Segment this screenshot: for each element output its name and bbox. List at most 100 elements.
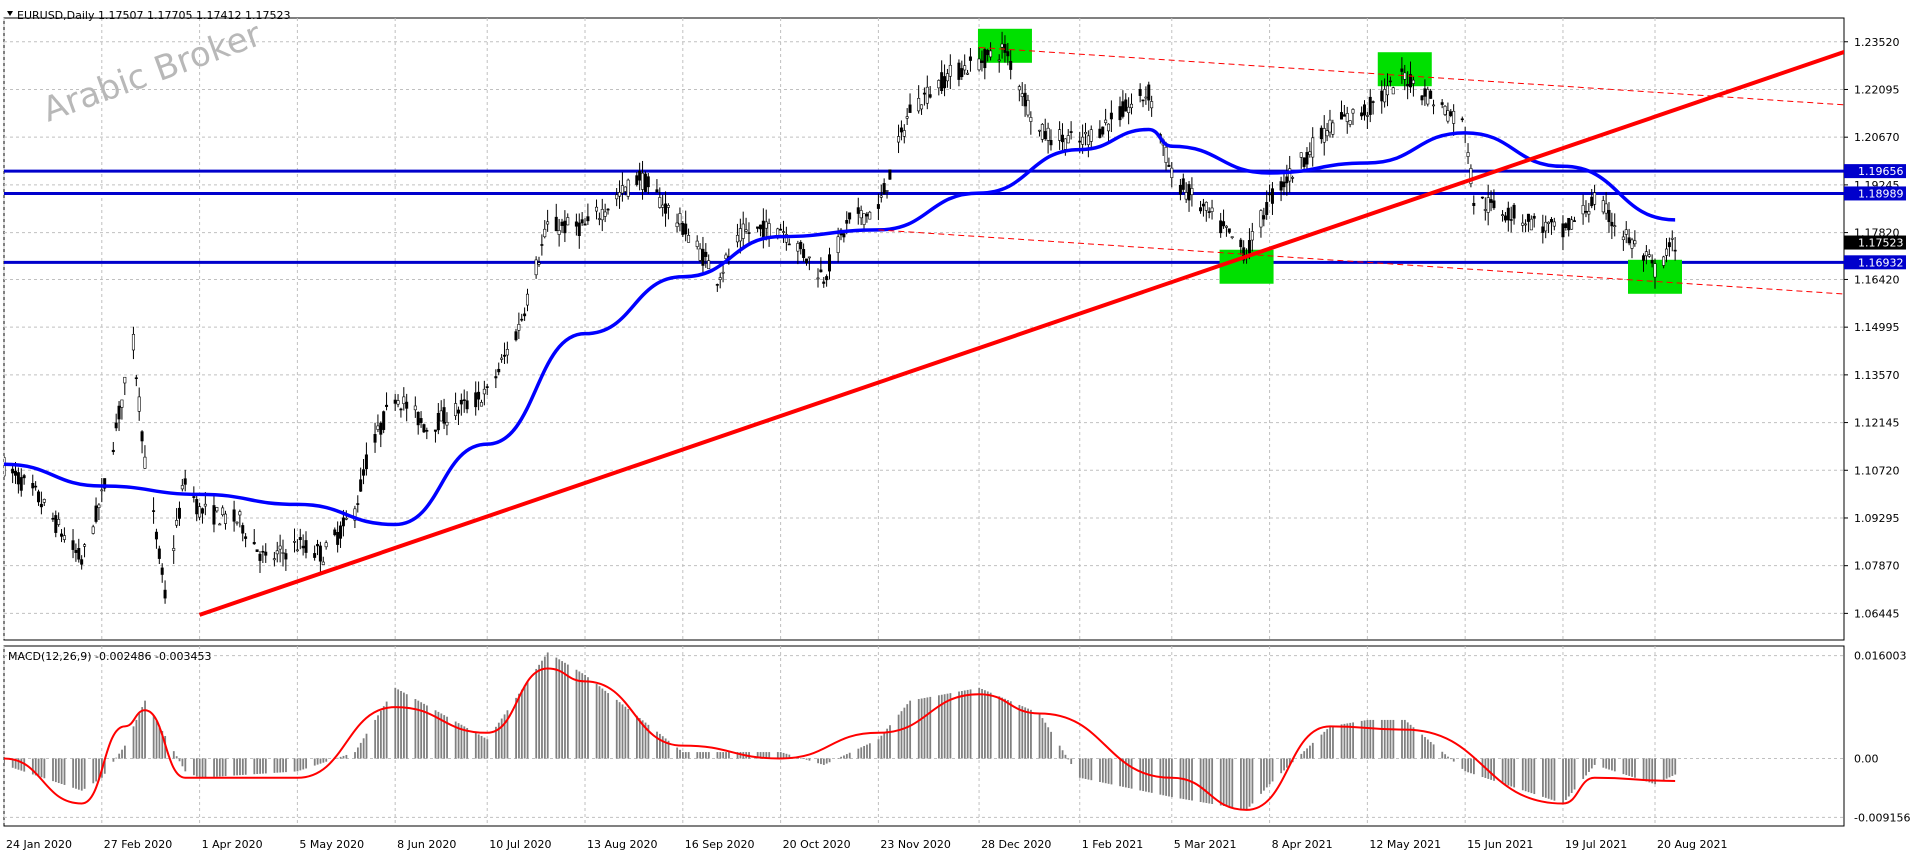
candle-body bbox=[393, 399, 397, 404]
macd-bar bbox=[860, 747, 863, 759]
macd-bar bbox=[1401, 719, 1403, 759]
macd-bar bbox=[903, 707, 906, 759]
candle-body bbox=[203, 503, 207, 507]
macd-bar bbox=[624, 706, 627, 759]
macd-bar bbox=[989, 692, 992, 759]
candle-body bbox=[597, 218, 601, 220]
symbol-label: EURUSD,Daily bbox=[17, 9, 95, 22]
macd-bar bbox=[181, 758, 184, 767]
candle-body bbox=[284, 553, 288, 560]
candle-body bbox=[1199, 207, 1203, 212]
macd-bar bbox=[541, 660, 543, 759]
candle-body bbox=[741, 223, 745, 239]
macd-bar bbox=[1078, 758, 1081, 778]
dropdown-triangle-icon[interactable] bbox=[7, 11, 13, 16]
macd-bar bbox=[958, 691, 960, 759]
macd-bar bbox=[1107, 758, 1110, 784]
macd-bar bbox=[578, 671, 581, 759]
macd-bar bbox=[949, 693, 952, 759]
macd-bar bbox=[80, 758, 83, 791]
macd-bar bbox=[204, 758, 207, 778]
candle-body bbox=[1227, 228, 1231, 233]
macd-bar bbox=[799, 758, 802, 759]
macd-bar bbox=[785, 753, 788, 759]
candle-body bbox=[546, 221, 550, 225]
candle-body bbox=[943, 76, 947, 89]
candle-body bbox=[103, 478, 107, 489]
macd-bar bbox=[1608, 758, 1610, 770]
macd-bar bbox=[1472, 758, 1475, 775]
macd-bar bbox=[1024, 707, 1027, 759]
candle-body bbox=[1584, 210, 1588, 213]
candle-body bbox=[583, 223, 587, 226]
macd-bar bbox=[359, 742, 362, 759]
candle-body bbox=[1285, 176, 1289, 184]
macd-bar bbox=[558, 659, 561, 759]
candle-body bbox=[502, 354, 506, 357]
macd-bar bbox=[825, 758, 828, 764]
level-tag bbox=[1844, 186, 1906, 201]
ohlc-values: 1.17507 1.17705 1.17412 1.17523 bbox=[98, 9, 290, 22]
macd-bar bbox=[1409, 724, 1412, 759]
macd-bar bbox=[1665, 758, 1668, 779]
macd-bar bbox=[63, 758, 66, 785]
candle-body bbox=[1472, 202, 1476, 206]
candle-body bbox=[618, 192, 622, 197]
macd-bar bbox=[1205, 758, 1208, 804]
candle-body bbox=[77, 548, 81, 560]
x-tick-label: 1 Apr 2020 bbox=[202, 838, 263, 851]
candle-body bbox=[137, 396, 141, 412]
macd-bar bbox=[92, 758, 95, 784]
macd-bar bbox=[322, 758, 325, 763]
candle-body bbox=[1509, 219, 1513, 221]
macd-bar bbox=[863, 745, 866, 759]
macd-bar bbox=[848, 752, 851, 759]
macd-bar bbox=[463, 726, 466, 759]
candle-body bbox=[1017, 86, 1021, 91]
candle-body bbox=[19, 477, 23, 491]
candle-body bbox=[1250, 231, 1254, 241]
macd-bar bbox=[1050, 731, 1052, 759]
macd-bar bbox=[319, 758, 322, 764]
macd-bar bbox=[115, 757, 118, 759]
main-pane[interactable] bbox=[3, 17, 1845, 641]
macd-bar bbox=[1004, 698, 1006, 759]
candle-body bbox=[1380, 90, 1384, 102]
candle-body bbox=[275, 550, 279, 555]
macd-bar bbox=[1631, 758, 1633, 777]
macd-bar bbox=[175, 756, 178, 759]
candle-body bbox=[454, 403, 458, 417]
candle-body bbox=[172, 548, 176, 551]
candle-body bbox=[882, 183, 886, 195]
trendlines[interactable] bbox=[198, 46, 1863, 617]
macd-bar bbox=[1386, 719, 1389, 759]
candle-body bbox=[111, 449, 115, 453]
macd-bar bbox=[178, 758, 181, 762]
candle-body bbox=[1164, 146, 1168, 163]
macd-bar bbox=[486, 739, 489, 759]
macd-bar bbox=[1366, 719, 1369, 759]
macd-bar bbox=[11, 758, 14, 768]
macd-bar bbox=[561, 661, 564, 759]
horizontal-levels[interactable] bbox=[4, 169, 1844, 264]
candle-body bbox=[344, 517, 348, 520]
macd-bar bbox=[218, 758, 221, 777]
macd-bar bbox=[500, 718, 503, 759]
macd-bar bbox=[221, 758, 224, 777]
macd-bar bbox=[1110, 758, 1113, 785]
macd-bar bbox=[1283, 758, 1285, 771]
candle-body bbox=[1552, 221, 1556, 227]
macd-bar bbox=[1061, 750, 1064, 759]
y-tick-label: 1.07870 bbox=[1854, 560, 1900, 573]
candle-body bbox=[11, 468, 15, 474]
x-tick-label: 23 Nov 2020 bbox=[880, 838, 950, 851]
candle-body bbox=[396, 400, 400, 405]
macd-bar bbox=[158, 725, 161, 759]
macd-bar bbox=[1588, 758, 1590, 772]
candle-body bbox=[1107, 123, 1111, 132]
macd-bar bbox=[1622, 758, 1625, 775]
candle-body bbox=[399, 408, 403, 411]
x-tick-label: 1 Feb 2021 bbox=[1082, 838, 1143, 851]
candle-body bbox=[698, 248, 702, 261]
